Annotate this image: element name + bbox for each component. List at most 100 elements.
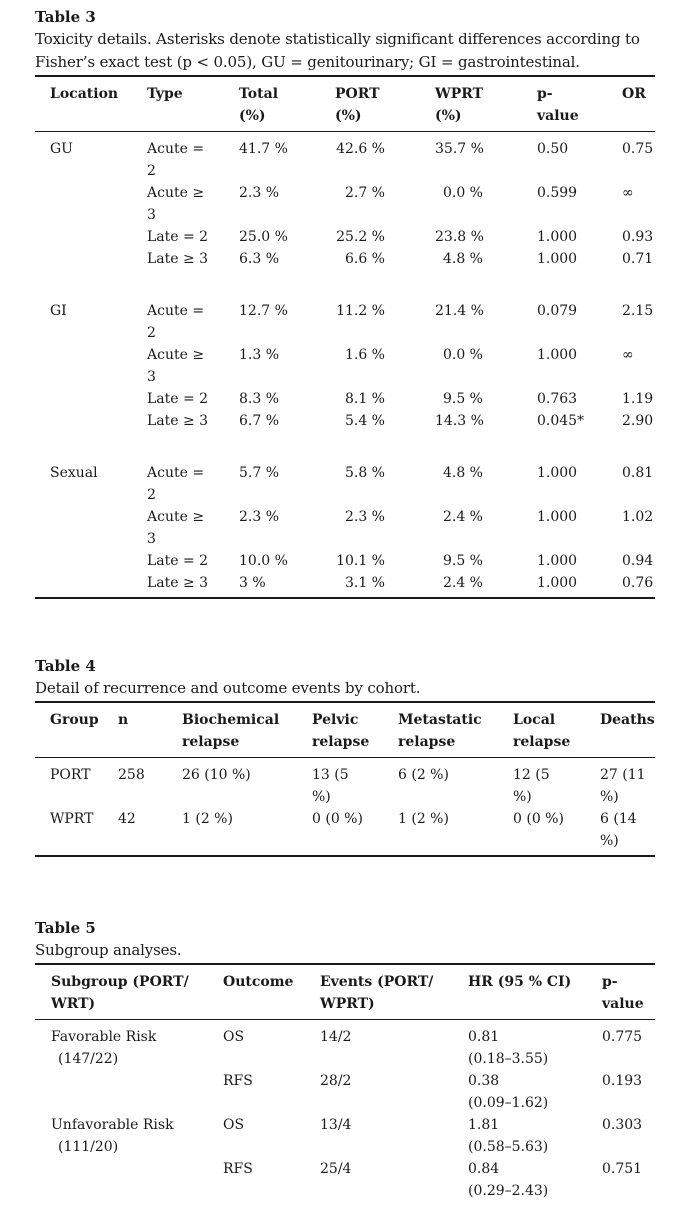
cell-outcome: OS (223, 1117, 245, 1133)
cell-type: Late = 2 (147, 229, 209, 245)
cell-wprt: 4.8 % (442, 465, 483, 481)
cell-events: 28/2 (320, 1073, 352, 1089)
cell-events: 25/4 (320, 1161, 352, 1177)
cell-total: 25.0 % (239, 229, 288, 245)
table3-header-type: Type (147, 86, 183, 102)
cell-wprt: 9.5 % (442, 391, 483, 407)
cell-p-value: 1.000 (537, 553, 578, 569)
cell-p-value: 1.000 (537, 465, 578, 481)
table4-header-n: n (118, 712, 129, 728)
table4-title: Table 4 (35, 657, 96, 675)
cell-n: 258 (118, 767, 145, 783)
cell-type: Acute ≥ 3 (147, 185, 205, 223)
table3-body: GU Acute = 2 41.7 % 42.6 % 35.7 % 0.50 0… (35, 132, 655, 599)
table-row: WPRT 42 1 (2 %) 0 (0 %) 1 (2 %) 0 (0 %) … (35, 808, 655, 852)
table5-header-subgroup: Subgroup (PORT/ WRT) (51, 974, 189, 1012)
cell-or (622, 432, 655, 462)
cell-port: 11.2 % (336, 303, 385, 319)
table-row: Acute ≥ 3 1.3 % 1.6 % 0.0 % 1.000 ∞ (35, 344, 655, 388)
cell-type: Late ≥ 3 (147, 413, 209, 429)
table5-title: Table 5 (35, 919, 96, 937)
cell-port (335, 270, 435, 300)
cell-local-relapse: 0 (0 %) (513, 811, 564, 827)
table-row: Unfavorable Risk (111/20) OS 13/4 1.81 (… (35, 1114, 655, 1158)
cell-p-value: 1.000 (537, 347, 578, 363)
cell-port (335, 432, 435, 462)
cell-location (50, 506, 147, 550)
cell-p-value: 0.303 (602, 1117, 643, 1133)
cell-location: Sexual (50, 465, 98, 481)
table-row: Sexual Acute = 2 5.7 % 5.8 % 4.8 % 1.000… (35, 462, 655, 506)
cell-total: 2.3 % (239, 185, 280, 201)
table5-caption: Subgroup analyses. (35, 941, 182, 959)
cell-p-value: 0.763 (537, 391, 578, 407)
table3-title: Table 3 (35, 8, 96, 26)
cell-port: 5.8 % (344, 465, 385, 481)
table4-header-group: Group (50, 712, 99, 728)
cell-or: 0.71 (622, 251, 654, 267)
cell-wprt: 4.8 % (442, 251, 483, 267)
cell-port: 2.7 % (344, 185, 385, 201)
cell-metastatic-relapse: 1 (2 %) (398, 811, 449, 827)
table3-header-location: Location (50, 86, 119, 102)
cell-p-value: 0.775 (602, 1029, 643, 1045)
cell-p-value (537, 270, 622, 300)
table4-header-biochemical-relapse: Biochemical relapse (182, 712, 280, 750)
cell-location: GU (50, 141, 73, 157)
cell-or: ∞ (622, 347, 634, 363)
cell-p-value (537, 432, 622, 462)
table-row: RFS 28/2 0.38 (0.09–1.62) 0.193 (35, 1070, 655, 1114)
table-row: GI Acute = 2 12.7 % 11.2 % 21.4 % 0.079 … (35, 300, 655, 344)
cell-outcome: RFS (223, 1073, 253, 1089)
cell-type (147, 432, 239, 462)
table5: Subgroup (PORT/ WRT) Outcome Events (POR… (35, 963, 655, 1205)
cell-wprt: 21.4 % (435, 303, 484, 319)
cell-n: 42 (118, 811, 136, 827)
cell-location (50, 410, 147, 432)
cell-type: Late ≥ 3 (147, 575, 209, 591)
cell-type: Late ≥ 3 (147, 251, 209, 267)
cell-total: 10.0 % (239, 553, 288, 569)
cell-subgroup: Favorable Risk (147/22) (51, 1029, 157, 1067)
cell-or: 2.15 (622, 303, 654, 319)
table5-header-outcome: Outcome (223, 974, 294, 990)
cell-subgroup (51, 1158, 223, 1202)
cell-deaths: 6 (14 %) (600, 811, 637, 849)
table-row: Favorable Risk (147/22) OS 14/2 0.81 (0.… (35, 1026, 655, 1070)
cell-group: WPRT (50, 811, 94, 827)
cell-type: Late = 2 (147, 553, 209, 569)
table-row: Acute ≥ 3 2.3 % 2.7 % 0.0 % 0.599 ∞ (35, 182, 655, 226)
table-row: Late = 2 8.3 % 8.1 % 9.5 % 0.763 1.19 (35, 388, 655, 410)
cell-location (50, 248, 147, 270)
table-row: Acute ≥ 3 2.3 % 2.3 % 2.4 % 1.000 1.02 (35, 506, 655, 550)
cell-p-value: 0.751 (602, 1161, 643, 1177)
cell-biochemical-relapse: 26 (10 %) (182, 767, 251, 783)
cell-type: Acute = 2 (147, 141, 205, 179)
cell-p-value: 0.079 (537, 303, 578, 319)
cell-local-relapse: 12 (5 %) (513, 767, 550, 805)
cell-total: 8.3 % (239, 391, 280, 407)
cell-metastatic-relapse: 6 (2 %) (398, 767, 449, 783)
cell-location (50, 550, 147, 572)
cell-type: Acute ≥ 3 (147, 347, 205, 385)
table5-header-events: Events (PORT/ WPRT) (320, 974, 434, 1012)
cell-port: 8.1 % (344, 391, 385, 407)
cell-type: Acute = 2 (147, 465, 205, 503)
cell-p-value: 1.000 (537, 251, 578, 267)
cell-group: PORT (50, 767, 91, 783)
cell-total: 6.7 % (239, 413, 280, 429)
cell-location (50, 226, 147, 248)
cell-hr: 0.38 (0.09–1.62) (468, 1073, 549, 1111)
cell-location (50, 344, 147, 388)
cell-p-value: 1.000 (537, 229, 578, 245)
cell-outcome: OS (223, 1029, 245, 1045)
cell-deaths: 27 (11 %) (600, 767, 646, 805)
table5-header-p-value: p- value (602, 974, 644, 1012)
cell-port: 1.6 % (344, 347, 385, 363)
cell-location (50, 270, 147, 300)
cell-p-value: 0.50 (537, 141, 569, 157)
cell-port: 2.3 % (344, 509, 385, 525)
cell-or: 0.94 (622, 553, 654, 569)
cell-location (50, 572, 147, 594)
